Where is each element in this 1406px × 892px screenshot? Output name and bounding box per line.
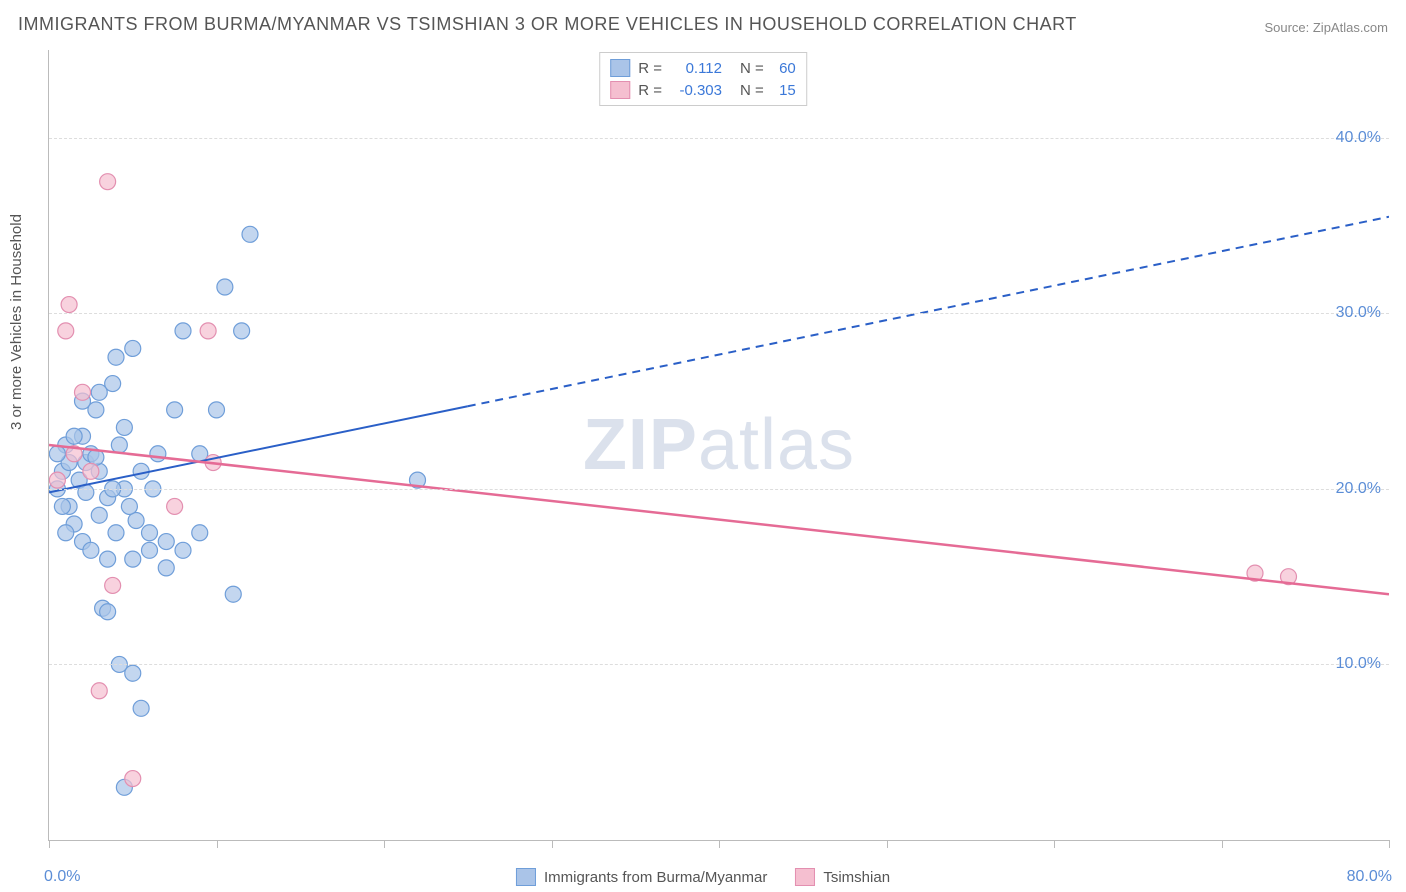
- data-point: [105, 376, 121, 392]
- x-axis-max-label: 80.0%: [1347, 868, 1392, 886]
- y-tick-label: 30.0%: [1336, 304, 1381, 322]
- r-value: 0.112: [670, 60, 722, 77]
- data-point: [175, 542, 191, 558]
- data-point: [61, 297, 77, 313]
- data-point: [108, 349, 124, 365]
- data-point: [49, 446, 65, 462]
- data-point: [125, 340, 141, 356]
- plot-area: ZIPatlas 10.0%20.0%30.0%40.0%: [48, 50, 1389, 841]
- n-value: 60: [772, 60, 796, 77]
- r-label: R =: [638, 82, 662, 99]
- gridline: [49, 489, 1389, 490]
- source-label: Source:: [1264, 20, 1312, 35]
- source-attribution: Source: ZipAtlas.com: [1264, 20, 1388, 35]
- chart-svg: [49, 50, 1389, 840]
- data-point: [142, 525, 158, 541]
- legend-label: Immigrants from Burma/Myanmar: [544, 869, 767, 886]
- data-point: [49, 472, 65, 488]
- y-tick-label: 20.0%: [1336, 480, 1381, 498]
- legend-swatch: [795, 868, 815, 886]
- n-label: N =: [740, 82, 764, 99]
- gridline: [49, 138, 1389, 139]
- data-point: [175, 323, 191, 339]
- r-label: R =: [638, 60, 662, 77]
- legend-row: R = 0.112 N = 60: [610, 57, 796, 79]
- data-point: [125, 551, 141, 567]
- data-point: [116, 419, 132, 435]
- data-point: [121, 498, 137, 514]
- data-point: [217, 279, 233, 295]
- data-point: [54, 498, 70, 514]
- data-point: [225, 586, 241, 602]
- x-tick: [719, 840, 720, 848]
- data-point: [100, 551, 116, 567]
- legend-series: Immigrants from Burma/Myanmar Tsimshian: [516, 868, 890, 886]
- data-point: [209, 402, 225, 418]
- legend-item: Tsimshian: [795, 868, 890, 886]
- legend-swatch: [516, 868, 536, 886]
- data-point: [58, 323, 74, 339]
- legend-swatch: [610, 59, 630, 77]
- x-tick: [552, 840, 553, 848]
- data-point: [133, 700, 149, 716]
- data-point: [58, 525, 74, 541]
- data-point: [75, 384, 91, 400]
- legend-swatch: [610, 81, 630, 99]
- trend-line-extrapolated: [468, 217, 1389, 406]
- data-point: [167, 402, 183, 418]
- n-label: N =: [740, 60, 764, 77]
- x-tick: [384, 840, 385, 848]
- data-point: [105, 577, 121, 593]
- x-tick: [217, 840, 218, 848]
- gridline: [49, 313, 1389, 314]
- data-point: [91, 683, 107, 699]
- x-axis-min-label: 0.0%: [44, 868, 80, 886]
- trend-line: [49, 445, 1389, 594]
- chart-title: IMMIGRANTS FROM BURMA/MYANMAR VS TSIMSHI…: [18, 14, 1077, 35]
- legend-row: R = -0.303 N = 15: [610, 79, 796, 101]
- r-value: -0.303: [670, 82, 722, 99]
- y-tick-label: 40.0%: [1336, 129, 1381, 147]
- data-point: [167, 498, 183, 514]
- data-point: [100, 604, 116, 620]
- data-point: [242, 226, 258, 242]
- data-point: [91, 507, 107, 523]
- x-tick: [49, 840, 50, 848]
- x-tick: [1222, 840, 1223, 848]
- n-value: 15: [772, 82, 796, 99]
- data-point: [108, 525, 124, 541]
- y-tick-label: 10.0%: [1336, 655, 1381, 673]
- data-point: [158, 560, 174, 576]
- data-point: [158, 534, 174, 550]
- data-point: [83, 463, 99, 479]
- data-point: [234, 323, 250, 339]
- legend-item: Immigrants from Burma/Myanmar: [516, 868, 767, 886]
- data-point: [142, 542, 158, 558]
- data-point: [83, 542, 99, 558]
- data-point: [66, 428, 82, 444]
- x-tick: [1054, 840, 1055, 848]
- trend-line: [49, 406, 468, 492]
- x-tick: [887, 840, 888, 848]
- legend-label: Tsimshian: [823, 869, 890, 886]
- y-axis-label: 3 or more Vehicles in Household: [8, 214, 25, 430]
- data-point: [192, 525, 208, 541]
- source-value: ZipAtlas.com: [1313, 20, 1388, 35]
- data-point: [200, 323, 216, 339]
- x-tick: [1389, 840, 1390, 848]
- data-point: [100, 174, 116, 190]
- data-point: [125, 771, 141, 787]
- data-point: [125, 665, 141, 681]
- legend-correlation: R = 0.112 N = 60 R = -0.303 N = 15: [599, 52, 807, 106]
- data-point: [150, 446, 166, 462]
- gridline: [49, 664, 1389, 665]
- data-point: [111, 437, 127, 453]
